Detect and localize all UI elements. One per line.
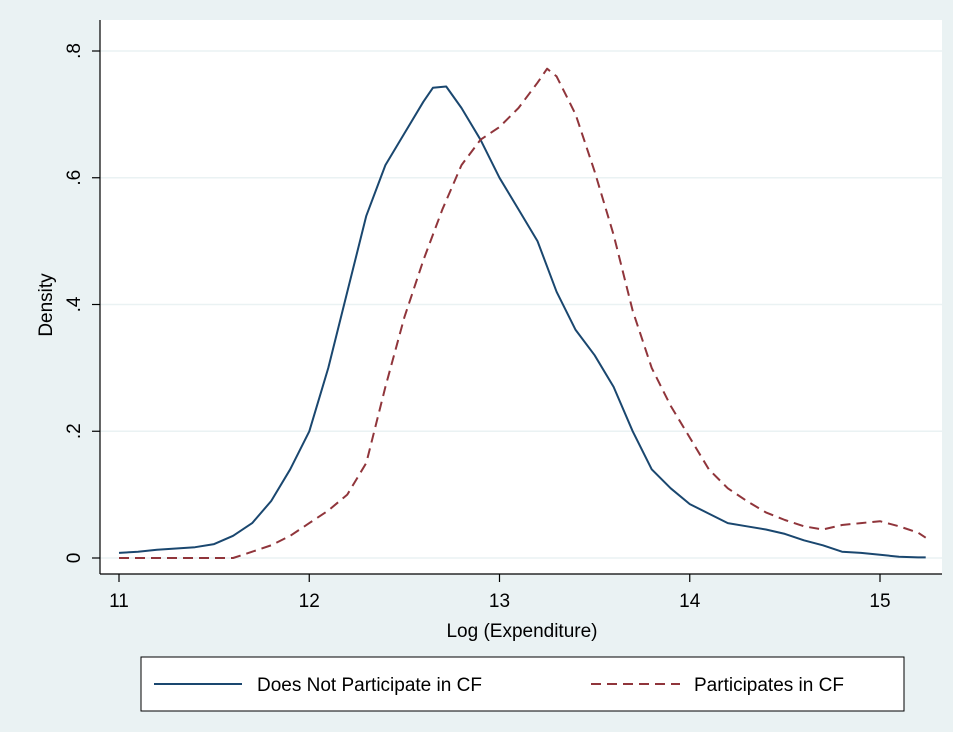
- y-tick-label: .8: [64, 43, 85, 59]
- x-tick-label: 12: [299, 591, 320, 612]
- x-tick-label: 11: [109, 591, 129, 612]
- y-axis-label: Density: [36, 273, 57, 337]
- legend: Does Not Participate in CF Participates …: [140, 656, 905, 712]
- gridlines: [100, 50, 942, 559]
- y-tick-label: 0: [64, 553, 85, 564]
- series-line-does-not-participate: [118, 85, 926, 559]
- legend-label-does-not-participate: Does Not Participate in CF: [257, 675, 482, 696]
- series-lines: [118, 67, 927, 559]
- x-tick-label: 14: [679, 591, 701, 612]
- y-tick-label: .6: [64, 170, 85, 186]
- x-tick-label: 15: [869, 591, 890, 612]
- legend-label-participates: Participates in CF: [694, 675, 844, 696]
- axes: 0 .2 .4 .6 .8 11 12 13 14 15: [64, 20, 942, 612]
- legend-box: [140, 656, 905, 712]
- x-tick-label: 13: [489, 591, 510, 612]
- plot-area: [100, 20, 942, 574]
- y-tick-label: .4: [64, 296, 85, 312]
- y-tick-label: .2: [64, 423, 85, 439]
- x-axis-label: Log (Expenditure): [446, 621, 597, 642]
- series-line-participates: [119, 67, 927, 559]
